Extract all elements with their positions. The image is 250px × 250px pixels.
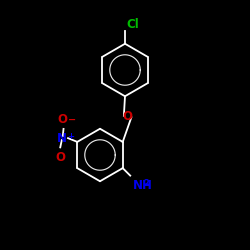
Text: Cl: Cl [126,18,139,30]
Text: NH: NH [133,180,153,192]
Text: O: O [58,112,68,126]
Text: O: O [122,110,132,123]
Text: +: + [67,132,74,140]
Text: 2: 2 [143,178,149,188]
Text: O: O [56,150,66,164]
Text: N: N [57,132,67,144]
Text: −: − [68,115,76,125]
